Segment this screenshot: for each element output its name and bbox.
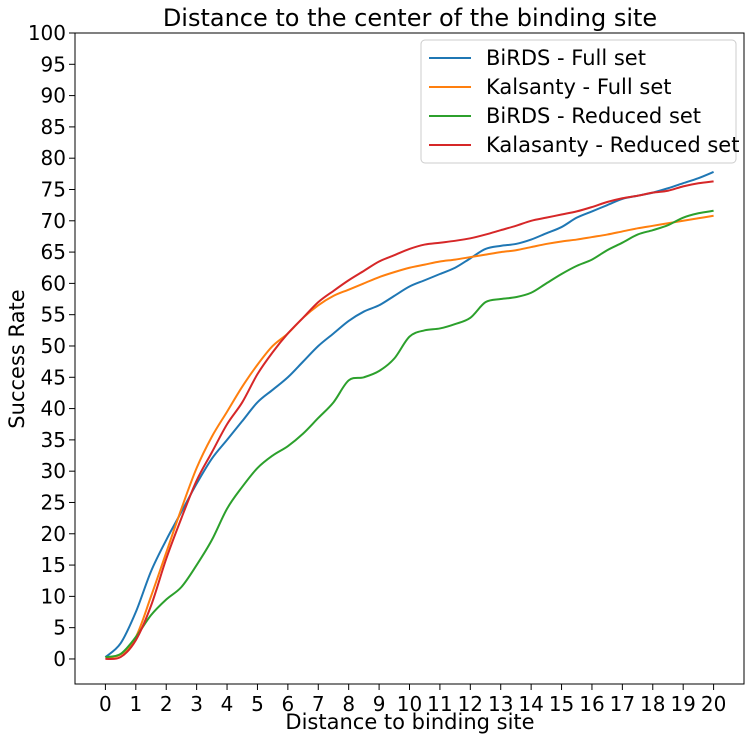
x-tick-label: 12 <box>458 692 483 716</box>
y-tick-label: 75 <box>41 177 66 201</box>
x-tick-label: 10 <box>397 692 422 716</box>
plot-frame <box>74 32 745 685</box>
x-tick-label: 5 <box>251 692 264 716</box>
x-tick-label: 6 <box>281 692 294 716</box>
y-tick-label: 45 <box>41 365 66 389</box>
y-tick-label: 55 <box>41 303 66 327</box>
x-tick-label: 14 <box>518 692 543 716</box>
y-tick-label: 90 <box>41 84 66 108</box>
x-tick-label: 3 <box>190 692 203 716</box>
x-tick-label: 7 <box>312 692 325 716</box>
y-tick-label: 95 <box>41 52 66 76</box>
y-tick-label: 65 <box>41 240 66 264</box>
y-tick-label: 70 <box>41 209 66 233</box>
x-tick-label: 1 <box>129 692 142 716</box>
legend-box <box>420 39 737 164</box>
y-tick-label: 10 <box>41 584 66 608</box>
y-axis-label: Success Rate <box>5 289 29 428</box>
y-tick-label: 30 <box>41 459 66 483</box>
y-tick-label: 100 <box>28 21 66 45</box>
x-tick-label: 15 <box>549 692 574 716</box>
x-tick-label: 20 <box>701 692 726 716</box>
y-tick-label: 35 <box>41 428 66 452</box>
x-tick-label: 17 <box>610 692 635 716</box>
y-tick-label: 60 <box>41 271 66 295</box>
axis-ticks: 0 1 2 3 4 5 6 7 8 9 10 11 12 13 14 15 16 17 18 19 2005101520… <box>28 21 727 716</box>
series-line-3 <box>105 209 714 659</box>
series-line-1 <box>104 171 714 658</box>
x-tick-label: 2 <box>160 692 173 716</box>
y-tick-label: 50 <box>41 334 66 358</box>
y-tick-label: 25 <box>41 490 66 514</box>
legend: BiRDS - Full set Kalsanty - Full set BiRDS… <box>420 39 739 164</box>
y-tick-label: 85 <box>41 115 66 139</box>
x-tick-label: 19 <box>670 692 695 716</box>
legend-label: BiRDS - Reduced set <box>486 104 701 128</box>
x-tick-label: 8 <box>342 692 355 716</box>
y-tick-label: 40 <box>41 397 66 421</box>
x-tick-label: 9 <box>373 692 386 716</box>
x-tick-label: 18 <box>640 692 665 716</box>
x-tick-label: 11 <box>427 692 452 716</box>
chart-title: Distance to the center of the binding si… <box>163 4 657 32</box>
legend-label: Kalasanty - Reduced set <box>486 133 739 157</box>
x-axis-label: Distance to binding site <box>285 710 534 734</box>
x-tick-label: 16 <box>579 692 604 716</box>
y-tick-label: 15 <box>41 553 66 577</box>
x-tick-label: 0 <box>99 692 112 716</box>
y-tick-label: 0 <box>53 647 66 671</box>
series-lines <box>104 171 714 661</box>
x-tick-label: 4 <box>221 692 234 716</box>
legend-label: Kalsanty - Full set <box>486 75 672 99</box>
series-line-4 <box>105 180 714 661</box>
y-tick-label: 5 <box>53 616 66 640</box>
legend-label: BiRDS - Full set <box>486 46 646 70</box>
x-tick-label: 13 <box>488 692 513 716</box>
y-tick-label: 80 <box>41 146 66 170</box>
series-line-2 <box>105 214 714 659</box>
y-tick-label: 20 <box>41 522 66 546</box>
